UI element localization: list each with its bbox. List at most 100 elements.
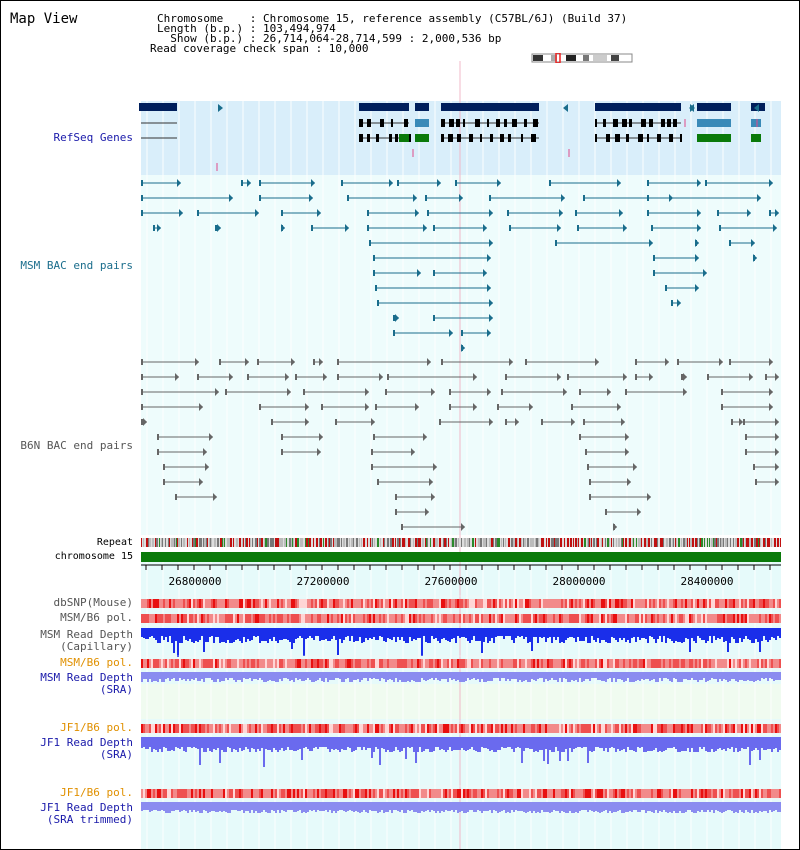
depth-bar — [311, 672, 313, 682]
depth-bar — [313, 628, 315, 640]
depth-bar — [175, 737, 177, 747]
polymorphism-cell — [703, 614, 705, 623]
depth-bar — [517, 672, 519, 682]
msm-depth-sra-label[interactable]: MSM Read Depth — [40, 671, 133, 684]
depth-bar — [163, 672, 165, 682]
jf1-b6-pol-trim-label[interactable]: JF1/B6 pol. — [60, 786, 133, 799]
depth-bar — [643, 737, 645, 752]
repeat-element — [422, 538, 424, 547]
polymorphism-cell — [217, 659, 219, 668]
jf1-depth-trim-label[interactable]: JF1 Read Depth — [40, 801, 133, 814]
b6n-bac-label[interactable]: B6N BAC end pairs — [20, 439, 133, 452]
depth-bar — [229, 737, 231, 748]
polymorphism-cell — [583, 659, 585, 668]
depth-bar — [731, 737, 733, 747]
b6n-bac-pair-end — [291, 358, 295, 366]
depth-bar — [497, 628, 499, 636]
polymorphism-cell — [501, 659, 503, 668]
jf1-b6-pol-label[interactable]: JF1/B6 pol. — [60, 721, 133, 734]
polymorphism-cell — [599, 659, 601, 668]
polymorphism-cell — [695, 599, 697, 608]
polymorphism-cell — [511, 724, 513, 733]
polymorphism-cell — [281, 614, 283, 623]
b6n-bac-pair-end — [677, 359, 679, 365]
b6n-bac-pair-end — [637, 508, 641, 516]
repeat-element — [713, 538, 714, 547]
polymorphism-cell — [649, 599, 651, 608]
b6n-bac-pair-end — [219, 359, 221, 365]
polymorphism-cell — [299, 599, 301, 608]
depth-bar — [377, 737, 379, 749]
depth-bar — [461, 672, 463, 682]
polymorphism-cell — [741, 599, 743, 608]
polymorphism-cell — [319, 614, 321, 623]
polymorphism-cell — [415, 789, 417, 798]
msm-b6-pol-label[interactable]: MSM/B6 pol. — [60, 611, 133, 624]
polymorphism-cell — [553, 659, 555, 668]
polymorphism-cell — [667, 789, 669, 798]
repeat-element — [733, 538, 734, 547]
polymorphism-cell — [501, 614, 503, 623]
polymorphism-cell — [529, 599, 531, 608]
polymorphism-cell — [507, 659, 509, 668]
polymorphism-cell — [145, 789, 147, 798]
depth-bar — [251, 802, 253, 810]
depth-bar — [197, 672, 199, 681]
polymorphism-cell — [639, 659, 641, 668]
repeat-element — [323, 538, 324, 547]
repeat-element — [493, 538, 494, 547]
depth-bar — [171, 737, 173, 750]
polymorphism-cell — [601, 599, 603, 608]
msm-depth-cap-label[interactable]: MSM Read Depth — [40, 628, 133, 641]
depth-bar — [769, 672, 771, 678]
b6n-bac-pair-end — [379, 373, 383, 381]
depth-bar — [235, 802, 237, 810]
polymorphism-cell — [207, 599, 209, 608]
polymorphism-cell — [651, 614, 653, 623]
jf1-depth-sra-label[interactable]: JF1 Read Depth — [40, 736, 133, 749]
polymorphism-cell — [525, 659, 527, 668]
depth-bar — [721, 672, 723, 681]
polymorphism-cell — [671, 789, 673, 798]
msm-bac-pair-end — [703, 269, 707, 277]
repeat-element — [419, 538, 421, 547]
polymorphism-cell — [421, 659, 423, 668]
polymorphism-cell — [423, 724, 425, 733]
b6n-bac-pair-end — [429, 478, 433, 486]
depth-bar — [511, 628, 513, 640]
repeat-element — [189, 538, 190, 547]
polymorphism-cell — [235, 659, 237, 668]
msm-bac-label[interactable]: MSM BAC end pairs — [20, 259, 133, 272]
repeat-element — [169, 538, 170, 547]
msm-b6-pol-sra-label[interactable]: MSM/B6 pol. — [60, 656, 133, 669]
repeat-element — [519, 538, 521, 547]
polymorphism-cell — [765, 724, 767, 733]
depth-bar — [721, 628, 723, 637]
depth-bar — [147, 802, 149, 810]
refseq-genes-label[interactable]: RefSeq Genes — [53, 131, 133, 144]
polymorphism-cell — [593, 599, 595, 608]
polymorphism-cell — [779, 724, 781, 733]
repeat-element — [159, 538, 160, 547]
polymorphism-cell — [183, 659, 185, 668]
polymorphism-cell — [299, 724, 301, 733]
polymorphism-cell — [595, 614, 597, 623]
polymorphism-cell — [233, 659, 235, 668]
dbsnp-label[interactable]: dbSNP(Mouse) — [53, 596, 133, 609]
polymorphism-cell — [645, 724, 647, 733]
polymorphism-cell — [685, 789, 687, 798]
depth-bar — [721, 737, 723, 750]
depth-bar — [151, 628, 153, 636]
depth-bar — [777, 737, 779, 752]
polymorphism-cell — [459, 789, 461, 798]
chromosome-ideogram[interactable] — [531, 53, 633, 63]
depth-bar — [247, 672, 249, 679]
polymorphism-cell — [577, 614, 579, 623]
depth-bar — [255, 737, 257, 752]
repeat-element — [380, 538, 381, 547]
depth-bar — [191, 628, 193, 642]
depth-bar — [665, 672, 667, 678]
polymorphism-cell — [273, 614, 275, 623]
msm-bac-pair-end — [369, 240, 371, 246]
